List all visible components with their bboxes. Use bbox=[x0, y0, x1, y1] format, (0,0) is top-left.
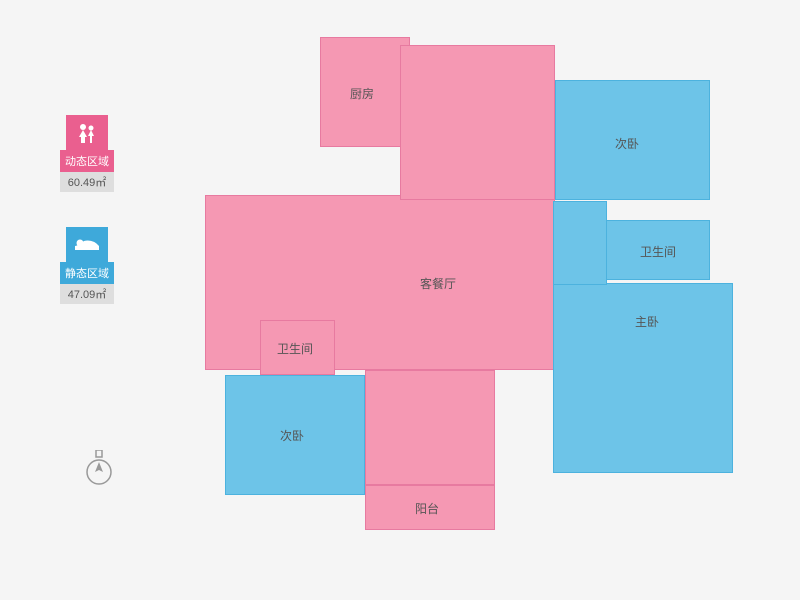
room-master bbox=[553, 283, 733, 473]
legend: 动态区域 60.49㎡ 静态区域 47.09㎡ bbox=[60, 115, 114, 339]
room-label-bath2: 卫生间 bbox=[640, 243, 676, 260]
room-label-bed2b: 次卧 bbox=[280, 427, 304, 444]
legend-dynamic-value: 60.49㎡ bbox=[60, 172, 114, 192]
legend-dynamic-label: 动态区域 bbox=[60, 150, 114, 172]
bed-icon bbox=[66, 227, 108, 262]
room-label-bath1: 卫生间 bbox=[277, 340, 313, 357]
room-label-balcony: 阳台 bbox=[415, 500, 439, 517]
room-label-bed2a: 次卧 bbox=[615, 135, 639, 152]
room-label-master: 主卧 bbox=[635, 313, 659, 330]
legend-dynamic: 动态区域 60.49㎡ bbox=[60, 115, 114, 192]
legend-static-value: 47.09㎡ bbox=[60, 284, 114, 304]
legend-static: 静态区域 47.09㎡ bbox=[60, 227, 114, 304]
compass-icon bbox=[85, 450, 113, 486]
room-living3 bbox=[365, 370, 495, 485]
room-master2 bbox=[553, 201, 607, 285]
room-label-living: 客餐厅 bbox=[420, 275, 456, 292]
people-icon bbox=[66, 115, 108, 150]
room-living bbox=[205, 195, 555, 370]
room-label-kitchen: 厨房 bbox=[350, 85, 374, 102]
room-living2 bbox=[400, 45, 555, 200]
legend-static-label: 静态区域 bbox=[60, 262, 114, 284]
